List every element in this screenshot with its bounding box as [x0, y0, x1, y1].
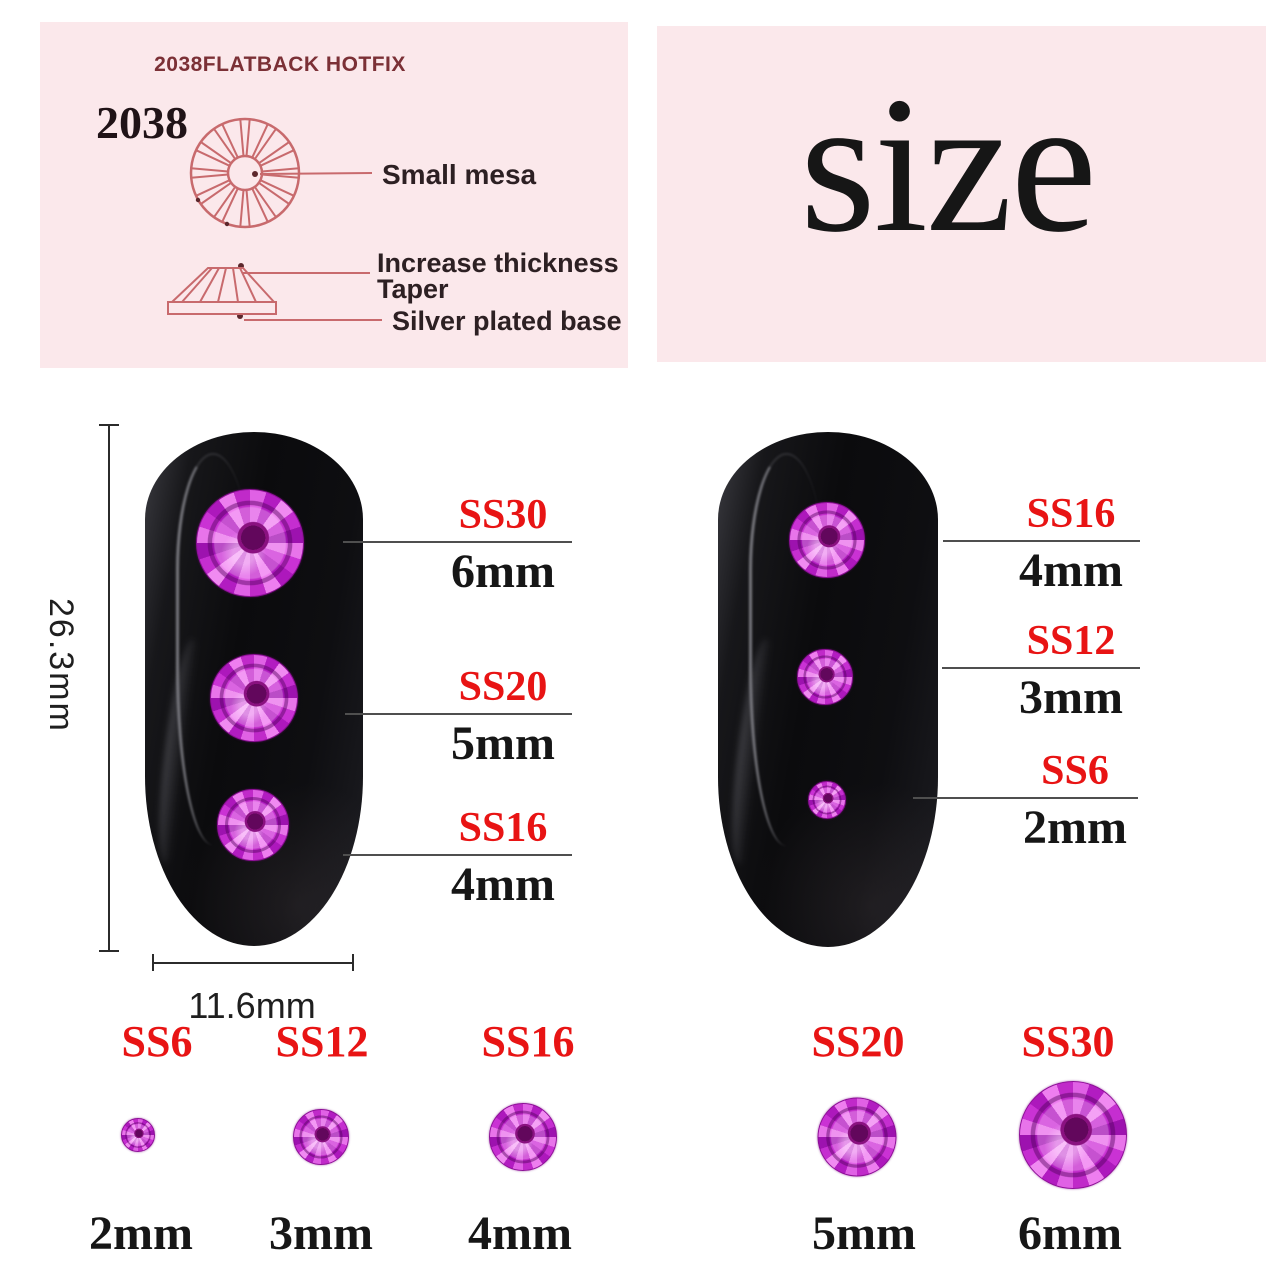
width-measure-label: 11.6mm [188, 985, 316, 1026]
leader-lines [243, 172, 382, 321]
height-measure-line [108, 425, 110, 952]
height-measure-cap-bottom [99, 950, 119, 952]
callout-ss30-size: 6mm [451, 545, 555, 598]
width-measure-cap-right [352, 954, 354, 971]
callout-ss16-left-label: SS16 [458, 805, 548, 851]
width-measure-line [153, 962, 353, 964]
row-ss30-label: SS30 [1021, 1017, 1115, 1066]
row-ss16-label: SS16 [481, 1017, 575, 1066]
row-ss20-size: 5mm [812, 1207, 916, 1260]
label-increase-thickness: Increase thickness [377, 248, 619, 278]
gem-ss12 [797, 649, 853, 705]
row-ss12-size: 3mm [269, 1207, 373, 1260]
diagram-dots [195, 171, 258, 319]
row-ss6-size: 2mm [89, 1207, 193, 1260]
height-measure-cap-top [99, 424, 119, 426]
callout-ss6-label: SS6 [1041, 748, 1109, 794]
callout-line-ss20 [345, 713, 572, 715]
callout-ss6-size: 2mm [1023, 801, 1127, 854]
callout-line-ss16-left [343, 854, 572, 856]
gem-ss6 [808, 781, 846, 819]
rhinestone-top-side-diagram [167, 117, 382, 321]
row-gem-ss30 [1019, 1081, 1127, 1189]
callout-ss12-size: 3mm [1019, 671, 1123, 724]
row-gem-ss12 [293, 1109, 349, 1165]
gem-ss20 [210, 654, 298, 742]
label-taper: Taper [377, 274, 449, 304]
callout-ss20-size: 5mm [451, 717, 555, 770]
label-silver-plated-base: Silver plated base [392, 306, 622, 336]
row-ss16-size: 4mm [468, 1207, 572, 1260]
row-gem-ss6 [121, 1118, 155, 1152]
size-title: size [799, 57, 1097, 273]
row-gem-ss20 [817, 1097, 897, 1177]
facet-spokes-group [191, 119, 299, 227]
gem-ss16-right [789, 502, 865, 578]
callout-ss16-right-size: 4mm [1019, 544, 1123, 597]
callout-line-ss6 [913, 797, 1138, 799]
callout-ss20-label: SS20 [458, 664, 548, 710]
callout-line-ss30 [343, 541, 572, 543]
callout-line-ss16-right [943, 540, 1140, 542]
callout-ss30-label: SS30 [458, 492, 548, 538]
model-number: 2038 [96, 97, 188, 148]
callout-line-ss12 [942, 667, 1140, 669]
callout-ss12-label: SS12 [1026, 618, 1116, 664]
row-ss6-label: SS6 [121, 1017, 193, 1066]
row-ss12-label: SS12 [275, 1017, 369, 1066]
gem-ss16-left [217, 789, 289, 861]
callout-ss16-left-size: 4mm [451, 858, 555, 911]
size-title-panel: size [657, 26, 1266, 362]
label-small-mesa: Small mesa [382, 159, 537, 190]
spec-header: 2038FLATBACK HOTFIX [154, 53, 406, 76]
height-measure-label: 26.3mm [42, 598, 80, 733]
row-ss30-size: 6mm [1018, 1207, 1122, 1260]
width-measure-cap-left [152, 954, 154, 971]
row-ss20-label: SS20 [811, 1017, 905, 1066]
spec-panel: 2038FLATBACK HOTFIX 2038 Small mesa Incr… [40, 22, 628, 368]
side-view [167, 267, 277, 315]
gem-ss30 [196, 489, 304, 597]
callout-ss16-right-label: SS16 [1026, 491, 1116, 537]
row-gem-ss16 [489, 1103, 557, 1171]
